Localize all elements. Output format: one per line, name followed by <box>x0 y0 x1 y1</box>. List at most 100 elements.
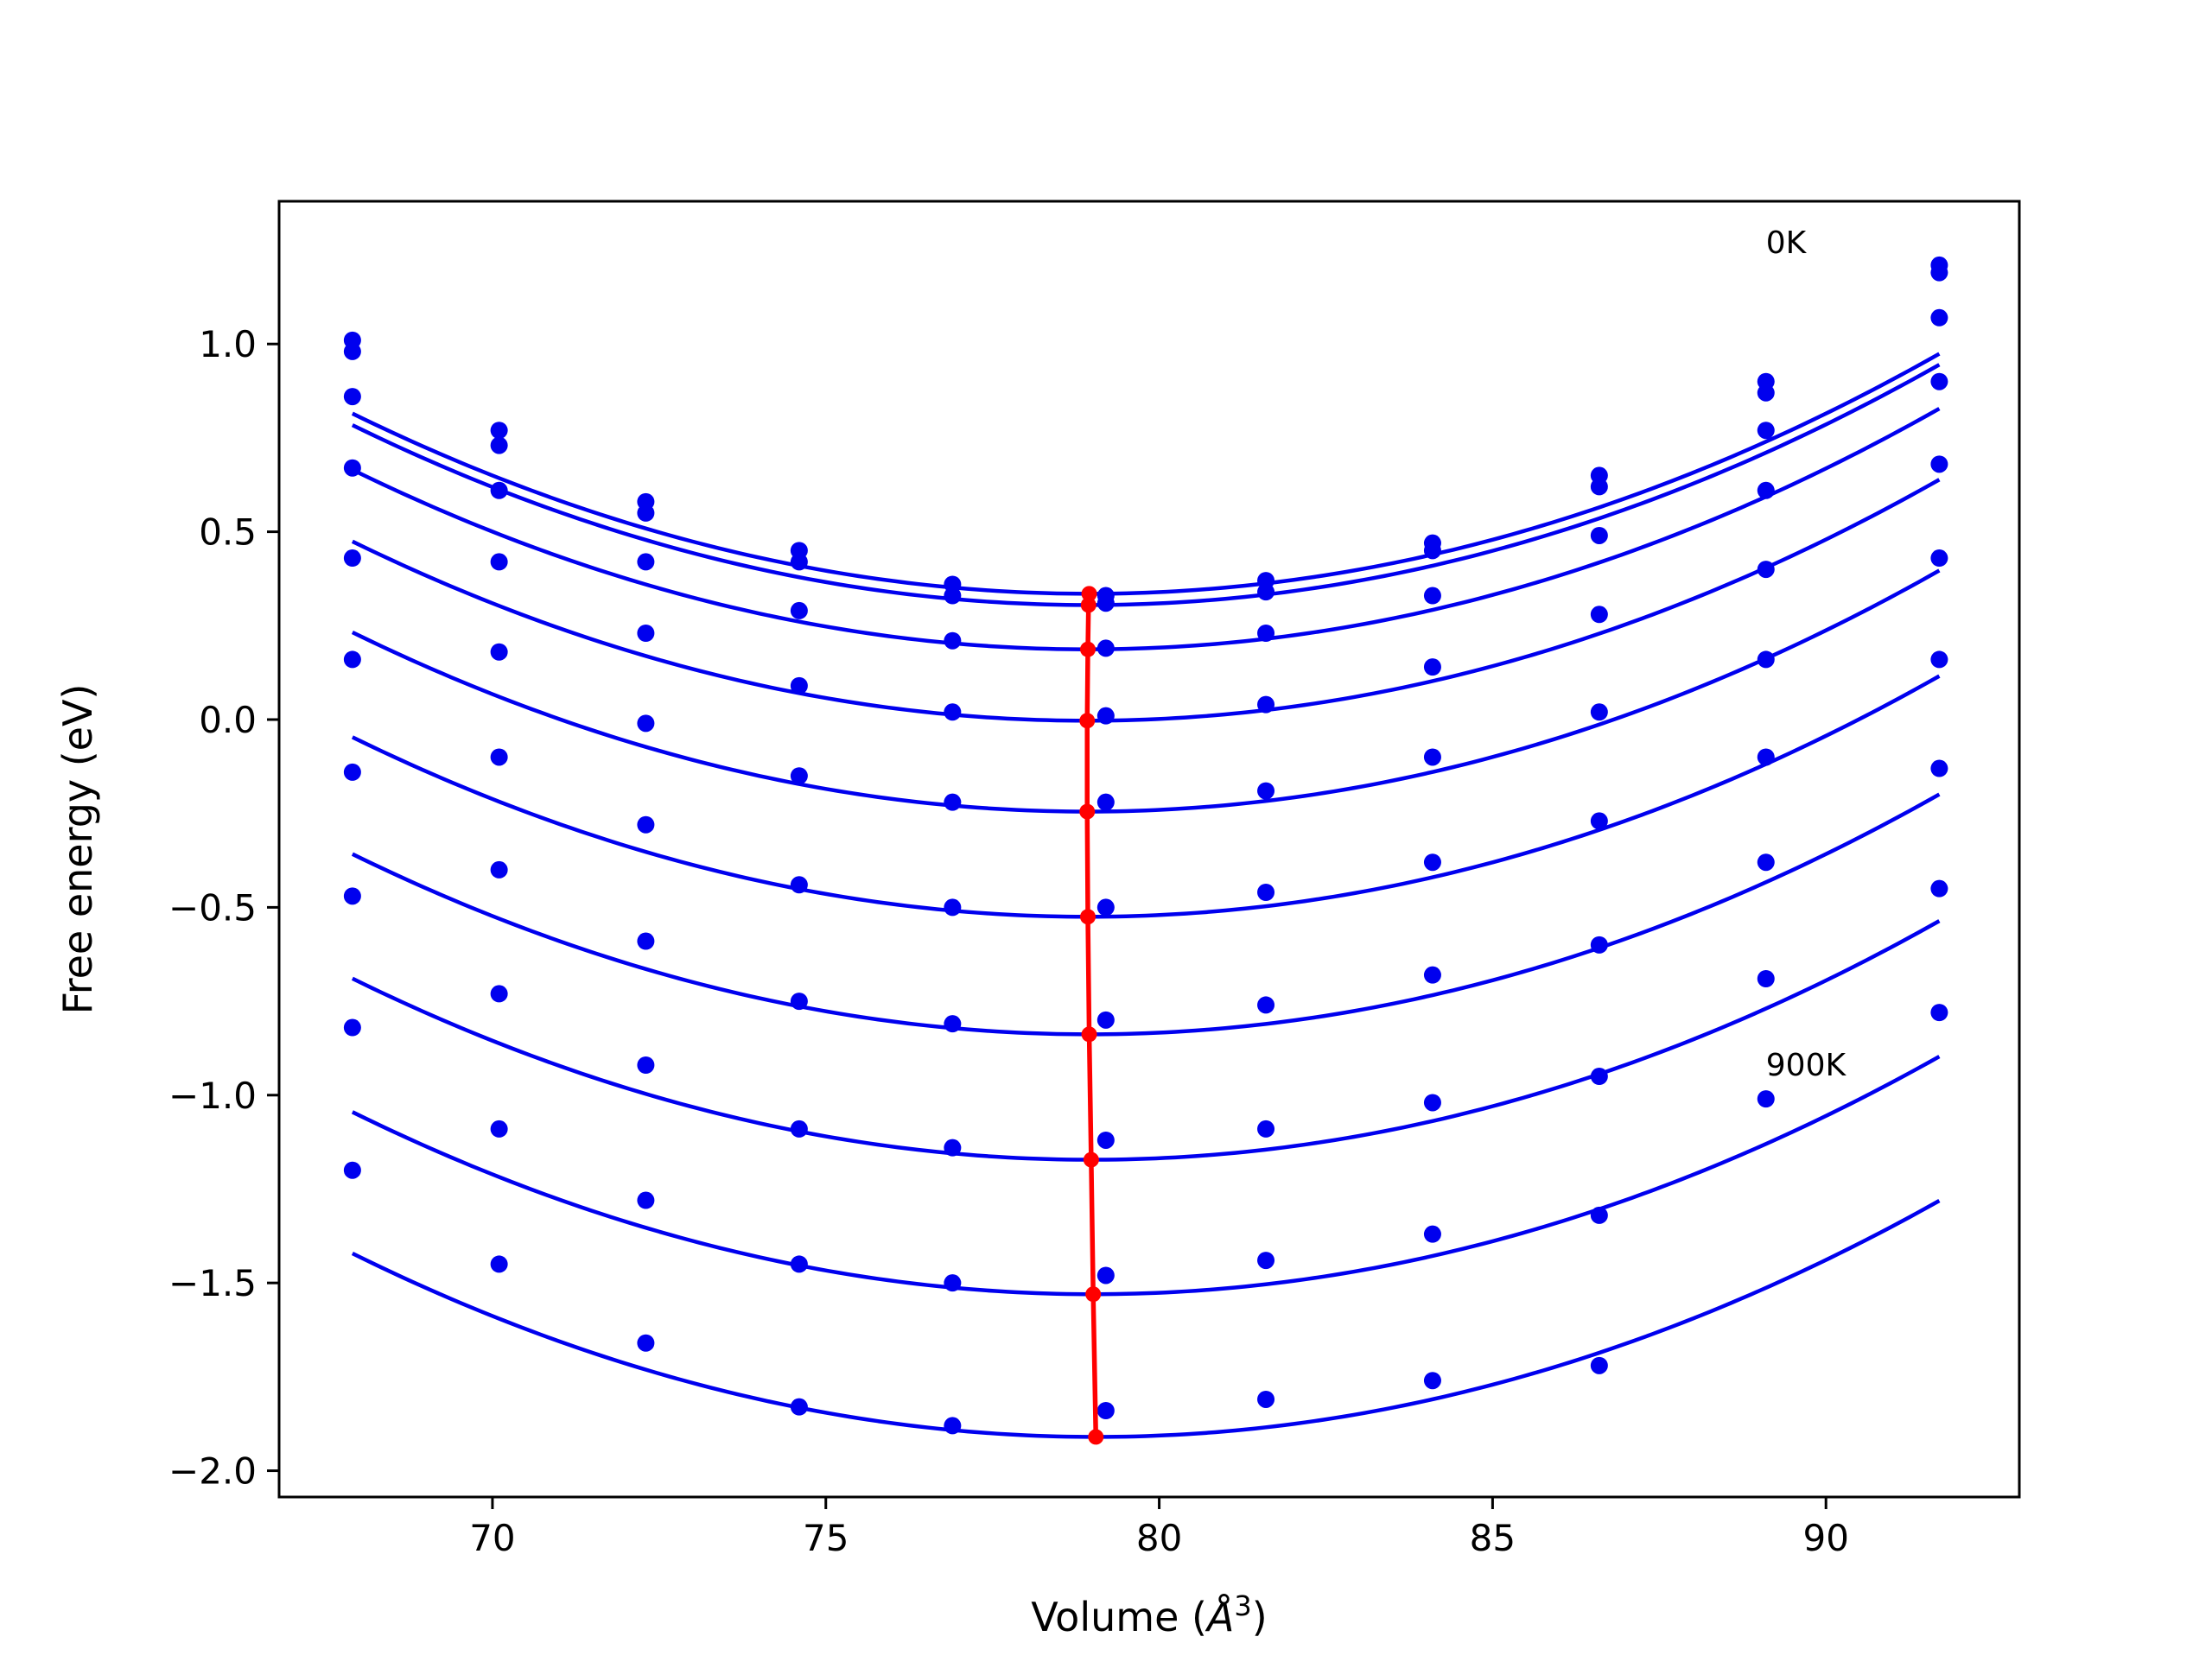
minimum-point-8 <box>1083 1151 1099 1168</box>
data-point-s9-7 <box>1257 1252 1275 1270</box>
data-point-s3-4 <box>790 601 808 619</box>
data-point-s3-5 <box>944 631 962 650</box>
fit-curve-8 <box>351 919 1941 1162</box>
data-point-s8-9 <box>1590 1068 1608 1086</box>
data-point-s9-1 <box>343 1018 361 1037</box>
minimum-point-1 <box>1081 586 1097 602</box>
data-point-s7-4 <box>790 993 808 1011</box>
data-point-s6-7 <box>1257 884 1275 901</box>
fit-curve-1 <box>351 352 1941 596</box>
minimum-point-3 <box>1080 641 1096 657</box>
data-point-s10-7 <box>1257 1390 1275 1408</box>
data-point-s6-10 <box>1757 650 1775 669</box>
data-point-s3-1 <box>343 388 361 406</box>
data-point-s10-10 <box>1757 1090 1775 1108</box>
axes: 70 75 80 85 90 1.0 0.5 0.0 −0.5 −1.0 −1.5 −2.0 <box>168 200 2021 1559</box>
data-point-s4-9 <box>1590 606 1608 624</box>
data-point-s7-8 <box>1423 966 1441 984</box>
data-point-s5-4 <box>790 767 808 785</box>
data-point-s8-6 <box>1096 1131 1115 1149</box>
y-tick-label-2: 0.0 <box>199 699 257 741</box>
data-point-s4-3 <box>637 625 655 642</box>
data-point-s6-8 <box>1423 853 1441 872</box>
data-point-s6-6 <box>1096 898 1115 917</box>
data-point-s3-8 <box>1423 587 1441 605</box>
minimum-point-7 <box>1081 1026 1097 1043</box>
data-point-s4-6 <box>1096 707 1115 725</box>
fit-curve-9 <box>351 1055 1941 1297</box>
y-tick-label-3: −0.5 <box>168 886 257 929</box>
x-tick-label-75: 75 <box>803 1517 849 1559</box>
minimum-point-10 <box>1088 1429 1104 1445</box>
data-point-s8-11 <box>1930 759 1948 777</box>
data-point-s8-7 <box>1257 1120 1275 1138</box>
y-tick-label-5: −1.5 <box>168 1262 257 1304</box>
data-point-s2-1 <box>343 342 361 360</box>
data-point-s5-1 <box>343 549 361 568</box>
x-tick-label-90: 90 <box>1802 1517 1848 1559</box>
x-axis-label-symbol: Å <box>1205 1594 1234 1640</box>
data-point-s10-9 <box>1590 1356 1608 1374</box>
minima-line <box>1079 586 1104 1445</box>
data-point-s10-1 <box>343 1161 361 1179</box>
data-point-s8-2 <box>490 985 508 1003</box>
data-point-s7-5 <box>944 1015 962 1033</box>
x-tick-label-85: 85 <box>1470 1517 1516 1559</box>
data-point-s6-5 <box>944 898 962 917</box>
data-point-s5-6 <box>1096 793 1115 811</box>
x-tick-label-70: 70 <box>469 1517 515 1559</box>
data-point-s6-4 <box>790 876 808 894</box>
data-point-s10-3 <box>637 1334 655 1352</box>
minima-path <box>1084 593 1099 1437</box>
data-point-s6-3 <box>637 815 655 834</box>
fit-curves <box>351 352 1941 1439</box>
data-point-s3-6 <box>1096 639 1115 657</box>
y-tick-label-0: 1.0 <box>199 323 257 365</box>
data-point-s4-1 <box>343 459 361 477</box>
data-point-s6-11 <box>1930 549 1948 568</box>
data-point-s9-3 <box>637 1191 655 1209</box>
data-point-s7-10 <box>1757 748 1775 766</box>
x-axis-label-close: ) <box>1252 1594 1268 1640</box>
data-point-s7-7 <box>1257 996 1275 1014</box>
data-point-s3-10 <box>1757 422 1775 440</box>
data-point-s4-7 <box>1257 695 1275 714</box>
data-point-s2-9 <box>1590 478 1608 496</box>
annotation-1: 0K <box>1766 225 1808 261</box>
data-point-s9-2 <box>490 1120 508 1138</box>
data-point-s6-2 <box>490 748 508 766</box>
minimum-point-9 <box>1085 1286 1102 1303</box>
data-point-s9-11 <box>1930 879 1948 898</box>
data-point-s10-4 <box>790 1398 808 1416</box>
data-point-s8-4 <box>790 1120 808 1138</box>
data-point-s6-1 <box>343 650 361 669</box>
data-point-s7-3 <box>637 932 655 950</box>
x-axis-label-exponent: 3 <box>1234 1589 1251 1622</box>
data-point-s2-8 <box>1423 542 1441 560</box>
data-point-s5-5 <box>944 793 962 811</box>
data-point-s9-5 <box>944 1274 962 1292</box>
data-point-s3-7 <box>1257 625 1275 642</box>
data-point-s5-7 <box>1257 782 1275 800</box>
y-tick-label-6: −2.0 <box>168 1450 257 1493</box>
data-point-s7-9 <box>1590 936 1608 954</box>
data-point-s5-8 <box>1423 748 1441 766</box>
data-point-s3-9 <box>1590 526 1608 544</box>
data-point-s5-3 <box>637 714 655 733</box>
data-point-s10-6 <box>1096 1402 1115 1419</box>
fit-curve-5 <box>351 568 1941 814</box>
data-point-s3-3 <box>637 553 655 571</box>
data-point-s3-2 <box>490 481 508 499</box>
y-tick-label-1: 0.5 <box>199 511 257 554</box>
annotation-2: 900K <box>1766 1048 1847 1083</box>
data-point-s8-1 <box>343 887 361 905</box>
data-point-s5-9 <box>1590 703 1608 721</box>
data-point-s10-5 <box>944 1417 962 1435</box>
data-point-s6-9 <box>1590 812 1608 830</box>
fit-curve-3 <box>351 407 1941 651</box>
fit-curve-4 <box>351 478 1941 723</box>
data-point-s9-6 <box>1096 1266 1115 1285</box>
x-tick-label-80: 80 <box>1136 1517 1182 1559</box>
data-point-s7-1 <box>343 763 361 781</box>
